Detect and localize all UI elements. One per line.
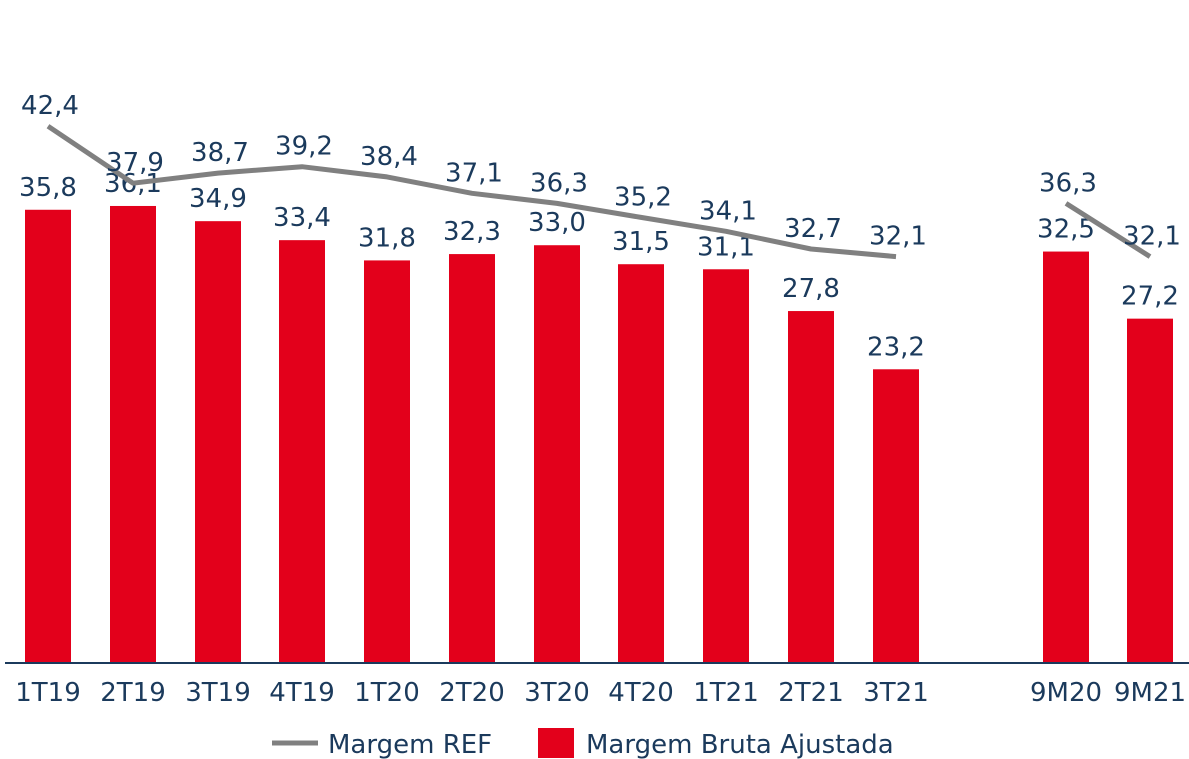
x-tick-label-4t19: 4T19 xyxy=(269,678,335,708)
x-axis-tick-labels: 1T19 2T19 3T19 4T19 1T20 2T20 3T20 4T20 1T21 2T21… xyxy=(15,678,1186,708)
x-tick-label-9m21: 9M21 xyxy=(1114,678,1186,708)
margem-ref-line-segment-1 xyxy=(46,124,897,260)
legend-swatch-bar xyxy=(538,728,574,758)
x-tick-label-2t20: 2T20 xyxy=(439,678,505,708)
line-series-margem-ref xyxy=(46,124,1152,260)
x-tick-label-1t21: 1T21 xyxy=(693,678,759,708)
line-value-label-4t19: 39,2 xyxy=(275,132,333,162)
x-tick-label-1t19: 1T19 xyxy=(15,678,81,708)
legend-label-margem-ref: Margem REF xyxy=(328,730,492,759)
bar-value-label-1t19: 35,8 xyxy=(19,173,77,203)
x-tick-label-9m20: 9M20 xyxy=(1030,678,1102,708)
bar-1t20 xyxy=(364,260,410,663)
bar-series-margem-bruta-ajustada xyxy=(25,205,1173,664)
bar-2t19 xyxy=(110,205,156,663)
line-data-labels: 42,4 37,9 38,7 39,2 38,4 37,1 36,3 35,2 34,1 32,7… xyxy=(21,91,1181,251)
margem-ref-line-segment-2 xyxy=(1064,201,1152,259)
bar-value-label-3t20: 33,0 xyxy=(528,208,586,238)
x-tick-label-3t20: 3T20 xyxy=(524,678,590,708)
line-value-label-1t20: 38,4 xyxy=(360,142,418,172)
bar-value-label-2t20: 32,3 xyxy=(443,217,501,247)
bar-1t21 xyxy=(703,269,749,663)
x-tick-label-2t21: 2T21 xyxy=(778,678,844,708)
line-value-label-1t21: 34,1 xyxy=(699,196,757,226)
x-tick-label-3t19: 3T19 xyxy=(185,678,251,708)
bar-3t20 xyxy=(534,245,580,663)
line-value-label-3t19: 38,7 xyxy=(191,138,249,168)
line-value-label-2t20: 37,1 xyxy=(445,158,503,188)
bar-4t20 xyxy=(618,264,664,663)
x-tick-label-1t20: 1T20 xyxy=(354,678,420,708)
x-tick-label-4t20: 4T20 xyxy=(608,678,674,708)
bar-value-label-2t21: 27,8 xyxy=(782,274,840,304)
bar-1t19 xyxy=(25,209,71,663)
chart-legend: Margem REF Margem Bruta Ajustada xyxy=(272,728,894,759)
bar-2t21 xyxy=(788,311,834,663)
bar-3t19 xyxy=(195,221,241,663)
bar-3t21 xyxy=(873,369,919,663)
legend-label-margem-bruta-ajustada: Margem Bruta Ajustada xyxy=(586,730,894,759)
line-value-label-3t20: 36,3 xyxy=(530,168,588,198)
line-value-label-3t21: 32,1 xyxy=(869,222,927,252)
bar-data-labels: 35,8 36,134,933,431,8 32,3 33,031,5 31,127,8… xyxy=(19,169,1179,362)
bar-value-label-4t19: 33,4 xyxy=(273,203,331,233)
line-value-label-9m20: 36,3 xyxy=(1039,168,1097,198)
bar-2t20 xyxy=(449,254,495,663)
bar-9m20 xyxy=(1043,251,1089,664)
bar-9m21 xyxy=(1127,318,1173,663)
bar-value-label-9m21: 27,2 xyxy=(1121,282,1179,312)
bar-value-label-3t21: 23,2 xyxy=(867,332,925,362)
line-value-label-2t19: 37,9 xyxy=(106,148,164,178)
bar-value-label-9m20: 32,5 xyxy=(1037,215,1095,245)
bar-4t19 xyxy=(279,240,325,663)
x-tick-label-3t21: 3T21 xyxy=(863,678,929,708)
line-value-label-2t21: 32,7 xyxy=(784,214,842,244)
bar-value-label-3t19: 34,9 xyxy=(189,184,247,214)
line-value-label-1t19: 42,4 xyxy=(21,91,79,121)
x-tick-label-2t19: 2T19 xyxy=(100,678,166,708)
bar-value-label-1t20: 31,8 xyxy=(358,223,416,253)
line-value-label-9m21: 32,1 xyxy=(1123,222,1181,252)
bar-value-label-4t20: 31,5 xyxy=(612,227,670,257)
line-value-label-4t20: 35,2 xyxy=(614,182,672,212)
